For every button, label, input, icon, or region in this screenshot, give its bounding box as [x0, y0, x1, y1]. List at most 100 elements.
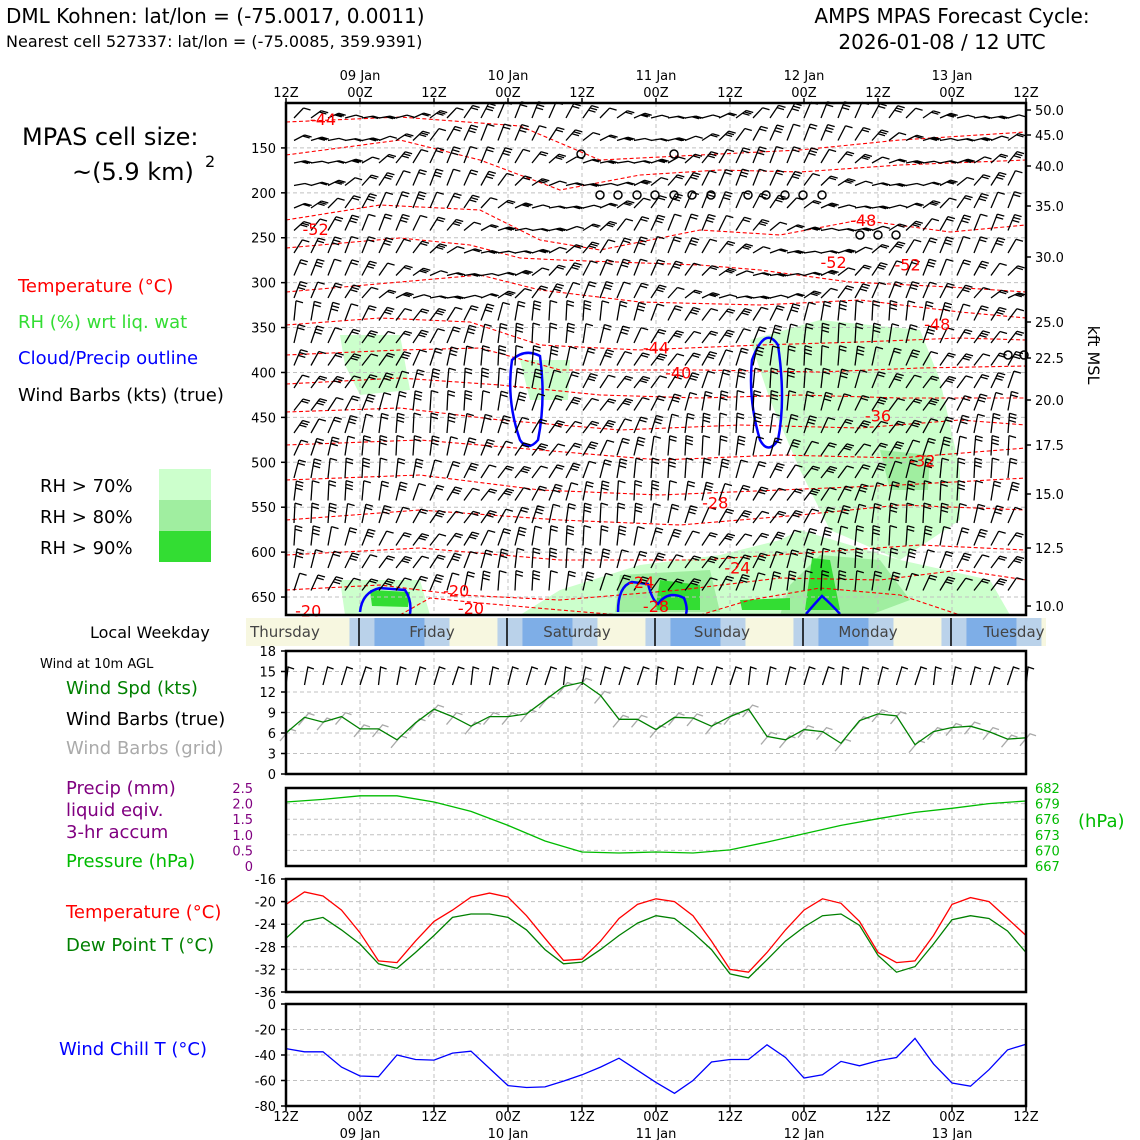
upper-wind-barb: [837, 285, 854, 299]
upper-wind-barb: [752, 572, 766, 591]
upper-wind-barb: [582, 158, 601, 164]
upper-wind-barb: [922, 300, 934, 321]
upper-wind-barb: [616, 525, 627, 546]
upper-wind-barb: [956, 395, 972, 411]
upper-wind-barb: [395, 434, 405, 456]
upper-wind-barb: [973, 174, 991, 186]
upper-wind-barb: [735, 459, 749, 479]
upper-wind-barb: [344, 303, 359, 321]
upper-wind-barb: [327, 301, 340, 321]
upper-wind-barb: [769, 104, 786, 119]
upper-wind-barb: [480, 549, 494, 569]
upper-wind-barb: [1007, 265, 1025, 276]
upper-wind-barb: [633, 550, 648, 569]
upper-wind-barb: [293, 323, 306, 344]
upper-wind-barb: [565, 396, 582, 411]
upper-wind-barb: [599, 280, 614, 299]
upper-wind-barb: [446, 192, 462, 209]
true-wind-barb: [562, 666, 572, 686]
upper-wind-barb: [667, 236, 682, 254]
p-chill-ytick-label: -60: [255, 1075, 276, 1090]
upper-wind-barb: [293, 160, 313, 165]
upper-wind-barb: [599, 548, 611, 569]
upper-wind-barb: [633, 137, 653, 142]
th-top-date-label: 13 Jan: [932, 69, 973, 84]
upper-wind-barb: [650, 114, 670, 119]
upper-wind-barb: [684, 171, 701, 186]
upper-wind-barb: [650, 414, 664, 434]
upper-wind-barb: [939, 112, 958, 119]
true-wind-barb: [1006, 666, 1020, 686]
th-right-tick-label: 25.0: [1035, 316, 1064, 331]
temp-contour-9: [285, 407, 1027, 431]
wind-speed-line: [285, 681, 1027, 746]
th-axes: 150 200 250 300 350 400 450 500 550 600 650 50.0 45.…: [251, 69, 1064, 615]
temperature-contour-label: -36: [865, 407, 891, 426]
grid-wind-barb: [1001, 734, 1018, 748]
upper-wind-barb: [361, 213, 376, 231]
upper-wind-barb: [463, 145, 478, 164]
upper-wind-barb: [599, 349, 614, 366]
upper-wind-barb: [735, 216, 752, 231]
rh-region-12: [740, 598, 790, 610]
upper-wind-barb: [480, 413, 493, 434]
upper-wind-barb: [412, 191, 427, 209]
temperature-contour-label: -52: [821, 253, 847, 272]
bottom-time-label: 12Z: [717, 1110, 743, 1125]
upper-wind-barb: [803, 123, 818, 141]
upper-wind-barb: [684, 153, 703, 164]
upper-wind-barb: [769, 389, 779, 411]
upper-wind-barb: [548, 483, 563, 501]
upper-wind-barb: [701, 370, 716, 389]
upper-wind-barb: [344, 502, 355, 524]
upper-wind-barb: [786, 509, 803, 524]
p-chill-ytick-label: 0: [268, 998, 276, 1013]
upper-wind-barb: [514, 175, 532, 186]
upper-wind-barb: [888, 460, 903, 479]
upper-wind-barb: [582, 104, 599, 119]
upper-wind-barb: [565, 129, 583, 141]
upper-wind-barb: [327, 396, 344, 411]
upper-wind-barb: [650, 479, 660, 501]
upper-wind-barb: [820, 227, 840, 232]
upper-wind-barb: [497, 322, 508, 344]
upper-wind-barb: [990, 412, 1001, 434]
upper-wind-barb: [446, 218, 464, 231]
grid-wind-barb: [557, 681, 574, 695]
upper-wind-barb: [378, 153, 397, 164]
upper-wind-barb: [395, 577, 412, 591]
upper-wind-barb: [429, 295, 449, 299]
upper-wind-barb: [667, 503, 680, 524]
upper-wind-barb: [735, 389, 745, 411]
upper-wind-barb: [531, 345, 541, 366]
upper-wind-barb: [633, 197, 651, 209]
upper-wind-barb: [480, 345, 490, 366]
upper-wind-barb: [854, 570, 864, 591]
upper-wind-barb: [412, 308, 430, 321]
upper-wind-barb: [854, 264, 872, 276]
upper-wind-barb: [1007, 370, 1022, 389]
upper-wind-barb: [514, 123, 529, 141]
bottom-time-label: 12Z: [569, 1110, 595, 1125]
upper-wind-barb: [752, 246, 771, 254]
true-wind-barb: [821, 666, 835, 686]
temperature-contour-label: -52: [895, 256, 921, 275]
upper-wind-barb: [667, 480, 677, 501]
rh-region-2: [520, 360, 570, 400]
upper-wind-barb: [582, 547, 593, 569]
upper-wind-barb: [837, 504, 851, 524]
upper-wind-barb: [548, 369, 562, 389]
upper-wind-barb: [412, 508, 429, 524]
upper-wind-barb: [871, 322, 881, 344]
upper-wind-barb: [582, 441, 599, 456]
temperature-contour-label: -28: [643, 597, 669, 616]
p-temp-ytick-label: -32: [255, 963, 276, 978]
upper-wind-barb: [786, 303, 801, 321]
upper-wind-barb: [973, 115, 993, 120]
upper-wind-barb: [667, 413, 679, 434]
upper-wind-barb: [548, 227, 568, 232]
upper-wind-barb: [837, 525, 849, 546]
upper-wind-barb: [854, 180, 873, 187]
upper-wind-barb: [803, 250, 823, 254]
upper-wind-barb: [582, 524, 592, 546]
